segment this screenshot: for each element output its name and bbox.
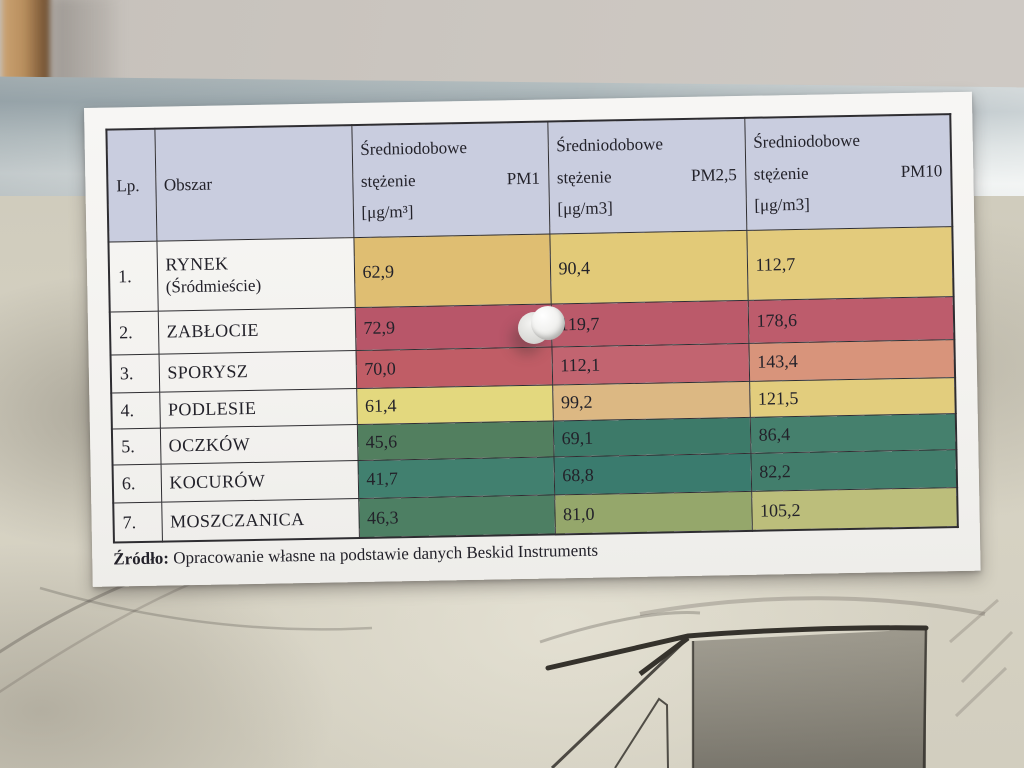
- table-header-row: Lp. Obszar Średniodobowe stężenie PM1 [μg…: [106, 114, 953, 242]
- area-cell: KOCURÓW: [160, 460, 359, 502]
- area-cell: RYNEK (Śródmieście): [156, 237, 355, 311]
- pm25-cell: 68,8: [553, 452, 752, 495]
- pm1-cell: 46,3: [358, 494, 555, 539]
- pm25-cell: 119,7: [550, 299, 749, 347]
- area-cell: PODLESIE: [159, 388, 357, 428]
- header-pm25: Średniodobowe stężenie PM2,5 [μg/m3]: [547, 117, 747, 234]
- pushpin-head: [531, 306, 565, 340]
- pm1-cell: 41,7: [357, 456, 555, 499]
- lp-cell: 1.: [108, 240, 158, 312]
- pm1-cell: 62,9: [353, 233, 551, 308]
- header-obszar: Obszar: [154, 125, 354, 241]
- lp-cell: 5.: [111, 427, 161, 465]
- pm25-cell: 90,4: [549, 229, 748, 304]
- pm1-cell: 61,4: [356, 384, 553, 425]
- header-pm1: Średniodobowe stężenie PM1 [μg/m³]: [351, 121, 550, 238]
- source-label: Źródło:: [113, 548, 170, 569]
- pm10-cell: 178,6: [747, 296, 955, 343]
- lp-cell: 4.: [111, 391, 160, 429]
- pm10-cell: 143,4: [748, 339, 956, 381]
- pm1-cell: 45,6: [356, 420, 554, 461]
- pm25-cell: 81,0: [554, 490, 752, 535]
- pm1-cell: 70,0: [355, 346, 553, 389]
- pm10-cell: 112,7: [746, 226, 954, 300]
- pushpin: [518, 304, 570, 352]
- header-lp: Lp.: [106, 128, 157, 242]
- lp-cell: 7.: [113, 501, 162, 543]
- area-cell: OCZKÓW: [159, 424, 358, 464]
- header-pm10: Średniodobowe stężenie PM10 [μg/m3]: [744, 114, 953, 230]
- lp-cell: 6.: [112, 463, 162, 503]
- area-cell: ZABŁOCIE: [157, 307, 356, 354]
- lp-cell: 2.: [109, 310, 159, 355]
- pm25-cell: 69,1: [552, 416, 751, 457]
- pm10-cell: 121,5: [749, 377, 956, 417]
- lp-cell: 3.: [110, 353, 160, 393]
- area-cell: MOSZCZANICA: [161, 498, 359, 542]
- pm10-cell: 86,4: [749, 413, 957, 453]
- source-text: Opracowanie własne na podstawie danych B…: [168, 540, 599, 568]
- pm25-cell: 112,1: [551, 342, 750, 385]
- pm10-cell: 105,2: [751, 487, 958, 531]
- pm25-cell: 99,2: [552, 380, 750, 421]
- pm10-cell: 82,2: [750, 449, 958, 491]
- area-cell: SPORYSZ: [158, 350, 357, 392]
